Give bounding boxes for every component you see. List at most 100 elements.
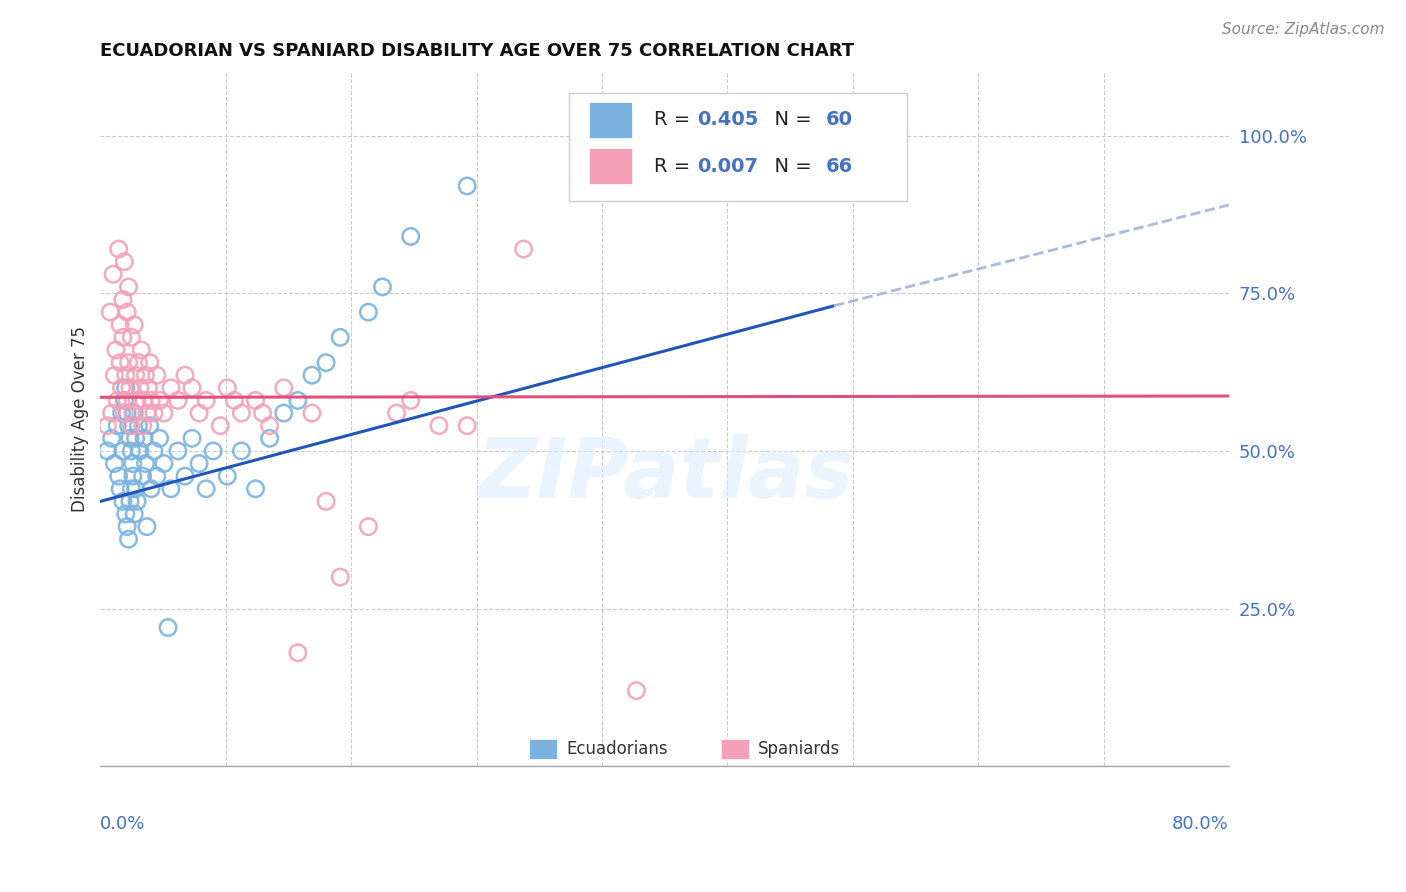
- Point: [103, 368, 125, 383]
- Point: [357, 519, 380, 533]
- Point: [125, 494, 148, 508]
- Point: [115, 406, 138, 420]
- Point: [245, 482, 267, 496]
- Point: [217, 381, 239, 395]
- Point: [135, 519, 157, 533]
- Point: [101, 267, 124, 281]
- Text: Ecuadorians: Ecuadorians: [567, 740, 668, 758]
- Point: [121, 406, 143, 420]
- Point: [103, 457, 125, 471]
- Point: [167, 393, 190, 408]
- Point: [259, 418, 281, 433]
- Point: [273, 406, 295, 420]
- Bar: [529, 739, 557, 759]
- Point: [121, 457, 143, 471]
- Point: [224, 393, 246, 408]
- Point: [108, 482, 131, 496]
- Point: [111, 494, 134, 508]
- Point: [100, 406, 122, 420]
- Point: [301, 368, 323, 383]
- Point: [202, 444, 225, 458]
- Point: [512, 242, 534, 256]
- Point: [456, 178, 478, 193]
- Point: [134, 457, 156, 471]
- Point: [153, 457, 176, 471]
- Point: [122, 318, 145, 332]
- Text: Spaniards: Spaniards: [758, 740, 841, 758]
- Point: [117, 356, 139, 370]
- Point: [120, 330, 142, 344]
- Bar: [721, 739, 749, 759]
- Point: [329, 570, 352, 584]
- Text: N =: N =: [762, 110, 818, 129]
- Point: [146, 469, 169, 483]
- Point: [399, 393, 422, 408]
- Point: [273, 381, 295, 395]
- Text: N =: N =: [762, 157, 818, 176]
- Point: [112, 254, 135, 268]
- Point: [132, 431, 155, 445]
- Point: [128, 381, 150, 395]
- Point: [112, 393, 135, 408]
- Point: [107, 469, 129, 483]
- Point: [131, 469, 153, 483]
- Point: [195, 393, 218, 408]
- Point: [108, 356, 131, 370]
- Point: [160, 482, 183, 496]
- Point: [315, 356, 337, 370]
- Point: [118, 381, 141, 395]
- Point: [217, 469, 239, 483]
- Text: ZIPatlas: ZIPatlas: [475, 434, 853, 516]
- Y-axis label: Disability Age Over 75: Disability Age Over 75: [72, 326, 89, 512]
- Point: [385, 406, 408, 420]
- Point: [399, 229, 422, 244]
- Point: [174, 368, 197, 383]
- Point: [96, 444, 118, 458]
- Text: R =: R =: [654, 110, 697, 129]
- Point: [174, 469, 197, 483]
- Point: [117, 280, 139, 294]
- Point: [153, 406, 176, 420]
- Point: [118, 431, 141, 445]
- Point: [120, 444, 142, 458]
- Text: 80.0%: 80.0%: [1173, 815, 1229, 833]
- Point: [157, 621, 180, 635]
- Point: [287, 646, 309, 660]
- Point: [287, 393, 309, 408]
- Point: [143, 406, 166, 420]
- Point: [128, 444, 150, 458]
- Point: [181, 431, 204, 445]
- Point: [136, 381, 159, 395]
- Point: [139, 393, 162, 408]
- Point: [114, 368, 136, 383]
- Point: [117, 418, 139, 433]
- Point: [427, 418, 450, 433]
- Point: [110, 406, 132, 420]
- Point: [105, 393, 128, 408]
- Point: [124, 368, 146, 383]
- Point: [122, 507, 145, 521]
- Point: [315, 494, 337, 508]
- Point: [167, 444, 190, 458]
- Text: Source: ZipAtlas.com: Source: ZipAtlas.com: [1222, 22, 1385, 37]
- Point: [115, 393, 138, 408]
- Point: [160, 381, 183, 395]
- Point: [115, 519, 138, 533]
- Point: [124, 431, 146, 445]
- Point: [107, 242, 129, 256]
- Point: [132, 393, 155, 408]
- Bar: [589, 102, 631, 137]
- Point: [114, 507, 136, 521]
- Point: [117, 533, 139, 547]
- Point: [127, 356, 149, 370]
- Point: [112, 406, 135, 420]
- Point: [105, 418, 128, 433]
- Point: [626, 683, 648, 698]
- Point: [121, 469, 143, 483]
- Point: [98, 305, 121, 319]
- Point: [125, 393, 148, 408]
- Point: [195, 482, 218, 496]
- Point: [120, 418, 142, 433]
- Point: [149, 431, 172, 445]
- Point: [188, 406, 211, 420]
